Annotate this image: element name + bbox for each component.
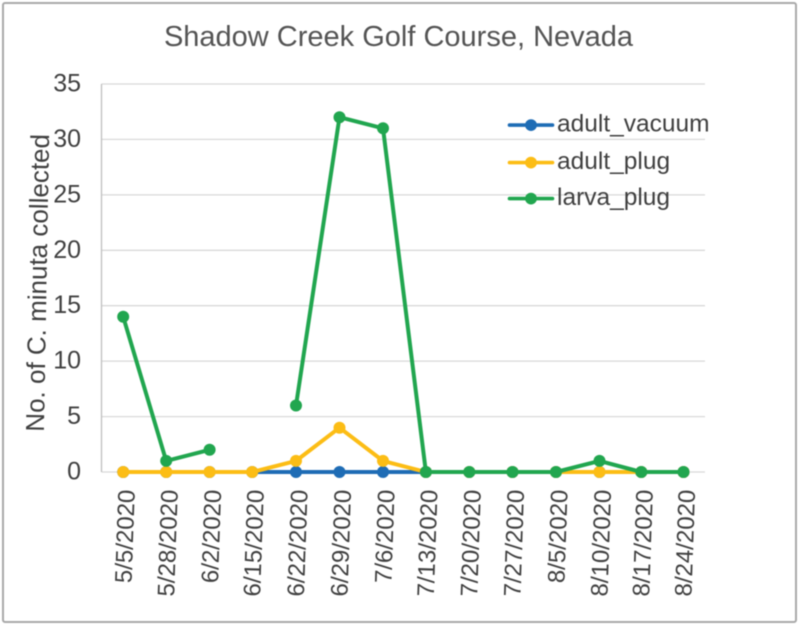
svg-text:adult_vacuum: adult_vacuum [557,111,710,138]
svg-text:7/6/2020: 7/6/2020 [370,489,400,583]
svg-text:30: 30 [53,125,81,153]
svg-text:8/17/2020: 8/17/2020 [628,489,659,597]
svg-text:larva_plug: larva_plug [557,184,670,211]
svg-text:5/5/2020: 5/5/2020 [111,489,141,583]
svg-text:10: 10 [53,347,81,375]
svg-text:8/10/2020: 8/10/2020 [586,489,617,597]
svg-text:Shadow Creek Golf Course, Neva: Shadow Creek Golf Course, Nevada [164,21,634,53]
svg-text:6/15/2020: 6/15/2020 [239,489,270,597]
svg-text:25: 25 [53,180,81,208]
svg-text:6/2/2020: 6/2/2020 [197,489,227,583]
svg-text:5: 5 [67,402,81,430]
svg-text:0: 0 [67,458,81,486]
svg-text:No. of C. minuta collected: No. of C. minuta collected [20,134,55,432]
svg-text:15: 15 [53,291,81,319]
svg-text:7/13/2020: 7/13/2020 [413,489,444,597]
svg-text:adult_plug: adult_plug [557,148,670,175]
svg-text:8/24/2020: 8/24/2020 [670,489,701,597]
svg-text:6/29/2020: 6/29/2020 [326,489,357,597]
svg-text:5/28/2020: 5/28/2020 [153,489,184,597]
svg-text:7/27/2020: 7/27/2020 [499,489,530,597]
svg-text:6/22/2020: 6/22/2020 [283,489,314,597]
svg-text:20: 20 [53,236,81,264]
svg-text:8/5/2020: 8/5/2020 [543,489,573,583]
svg-text:7/20/2020: 7/20/2020 [456,489,487,597]
svg-text:35: 35 [53,70,81,98]
